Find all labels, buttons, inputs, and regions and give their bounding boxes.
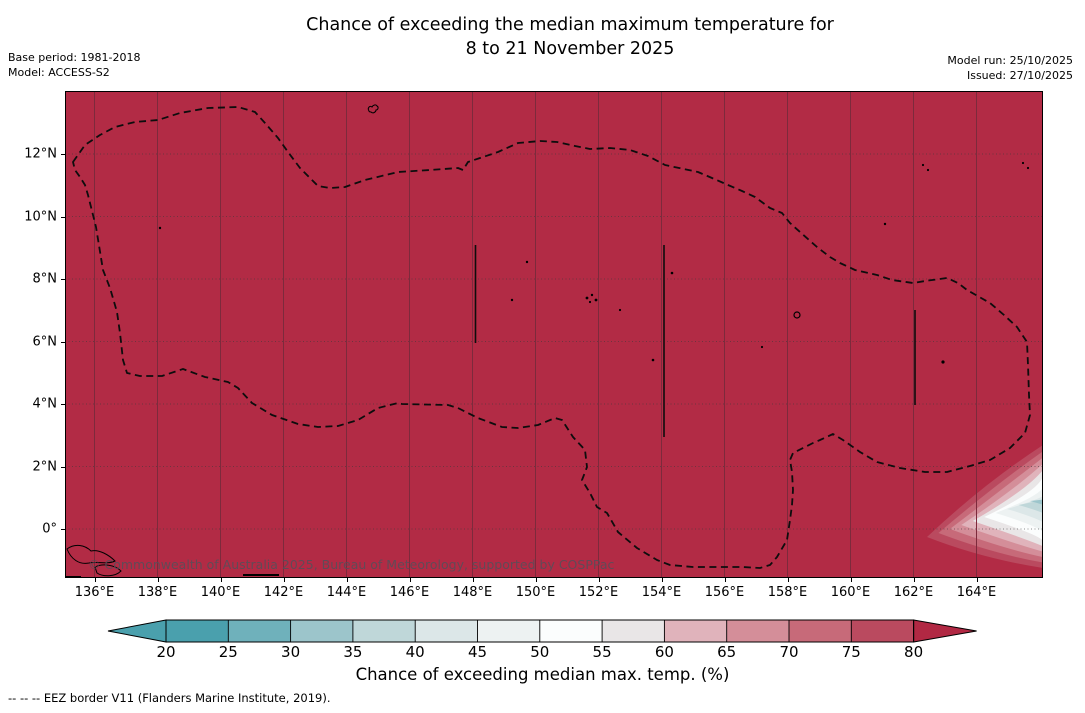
x-tick-label: 140°E <box>200 585 241 600</box>
issued-label: Issued: 27/10/2025 <box>966 69 1073 82</box>
x-tick-label: 138°E <box>137 585 178 600</box>
x-tick-label: 152°E <box>578 585 619 600</box>
colorbar-segment <box>477 620 540 642</box>
eez-border <box>72 106 1031 569</box>
colorbar <box>107 619 977 643</box>
y-tick-label: 8°N <box>32 271 58 287</box>
colorbar-segment <box>851 620 914 642</box>
x-tick-label: 150°E <box>515 585 556 600</box>
colorbar-tick-label: 55 <box>592 643 612 661</box>
model-label: Model: ACCESS-S2 <box>8 66 110 79</box>
x-tick-mark <box>724 578 726 582</box>
guam-island-outline <box>367 104 379 114</box>
x-tick-label: 160°E <box>830 585 871 600</box>
x-tick-label: 154°E <box>641 585 682 600</box>
y-tick-label: 0° <box>42 521 57 537</box>
colorbar-tick-label: 60 <box>654 643 674 661</box>
y-tick-mark <box>61 279 65 280</box>
colorbar-axis-label: Chance of exceeding median max. temp. (%… <box>355 665 730 684</box>
colorbar-segment <box>290 620 353 642</box>
x-tick-label: 158°E <box>767 585 808 600</box>
x-tick-label: 164°E <box>956 585 997 600</box>
map-background <box>65 91 1043 578</box>
colorbar-tick-label: 40 <box>405 643 425 661</box>
y-tick-mark <box>61 466 65 468</box>
y-tick-mark <box>61 154 65 155</box>
x-tick-mark <box>472 578 474 582</box>
x-tick-label: 144°E <box>326 585 367 600</box>
page-title: Chance of exceeding the median maximum t… <box>90 13 1050 61</box>
colorbar-segment <box>789 620 852 642</box>
x-tick-mark <box>787 578 789 582</box>
page-title-line2: 8 to 21 November 2025 <box>465 39 675 59</box>
map-frame <box>65 91 1043 578</box>
colorbar-tick-label: 35 <box>343 643 363 661</box>
x-tick-mark <box>283 578 285 582</box>
colorbar-segment <box>352 620 416 642</box>
y-tick-mark <box>61 404 65 405</box>
x-tick-mark <box>535 578 537 582</box>
y-tick-mark <box>61 216 65 218</box>
meta-left: Base period: 1981-2018 Model: ACCESS-S2 <box>8 50 140 80</box>
watermark: © Commonwealth of Australia 2025, Bureau… <box>88 557 614 572</box>
colorbar-tick-label: 70 <box>779 643 799 661</box>
colorbar-tick-label: 45 <box>467 643 488 661</box>
colorbar-segment <box>664 620 727 642</box>
x-tick-label: 156°E <box>704 585 745 600</box>
colorbar-tick-label: 80 <box>904 643 924 661</box>
x-tick-label: 146°E <box>389 585 430 600</box>
y-tick-label: 6°N <box>32 334 58 349</box>
colorbar-under-arrow <box>107 619 167 643</box>
colorbar-tick-label: 25 <box>218 643 238 661</box>
y-tick-label: 4°N <box>32 396 58 412</box>
x-tick-mark <box>346 578 348 582</box>
x-tick-mark <box>409 578 411 582</box>
x-tick-label: 136°E <box>74 585 115 600</box>
x-tick-mark <box>976 578 978 582</box>
y-tick-label: 12°N <box>24 146 57 162</box>
colorbar-tick-label: 30 <box>281 643 301 661</box>
x-tick-mark <box>94 578 96 582</box>
colorbar-segment <box>166 620 229 642</box>
island-specks <box>158 104 1030 364</box>
x-tick-mark <box>850 578 852 582</box>
colorbar-segment <box>602 620 665 642</box>
colorbar-segment <box>539 620 603 642</box>
x-tick-label: 142°E <box>263 585 304 600</box>
y-tick-mark <box>61 529 65 530</box>
colorbar-tick-label: 20 <box>156 643 176 661</box>
colorbar-segment <box>726 620 789 642</box>
y-tick-label: 2°N <box>32 459 58 474</box>
colorbar-tick-label: 50 <box>530 643 550 661</box>
x-tick-mark <box>598 578 600 582</box>
eez-vertical-segments <box>474 245 916 437</box>
x-tick-mark <box>913 578 915 582</box>
forecast-map: © Commonwealth of Australia 2025, Bureau… <box>65 91 1043 578</box>
x-tick-mark <box>661 578 663 582</box>
y-tick-mark <box>61 341 65 343</box>
x-tick-label: 148°E <box>452 585 493 600</box>
meta-right: Model run: 25/10/2025 Issued: 27/10/2025 <box>947 53 1073 83</box>
eez-legend-note: -- -- -- EEZ border V11 (Flanders Marine… <box>8 691 331 705</box>
page-title-line1: Chance of exceeding the median maximum t… <box>306 15 834 35</box>
x-tick-label: 162°E <box>893 585 934 600</box>
y-tick-label: 10°N <box>24 209 57 224</box>
longitude-gridlines <box>94 91 977 578</box>
base-period-label: Base period: 1981-2018 <box>8 51 141 64</box>
x-tick-mark <box>220 578 222 582</box>
colorbar-segment <box>228 620 291 642</box>
model-run-label: Model run: 25/10/2025 <box>947 54 1073 67</box>
low-probability-contour-pocket <box>927 445 1043 568</box>
colorbar-tick-label: 65 <box>717 643 737 661</box>
colorbar-tick-label: 75 <box>841 643 861 661</box>
x-tick-mark <box>157 578 159 582</box>
colorbar-over-arrow <box>913 619 977 643</box>
colorbar-segment <box>415 620 478 642</box>
